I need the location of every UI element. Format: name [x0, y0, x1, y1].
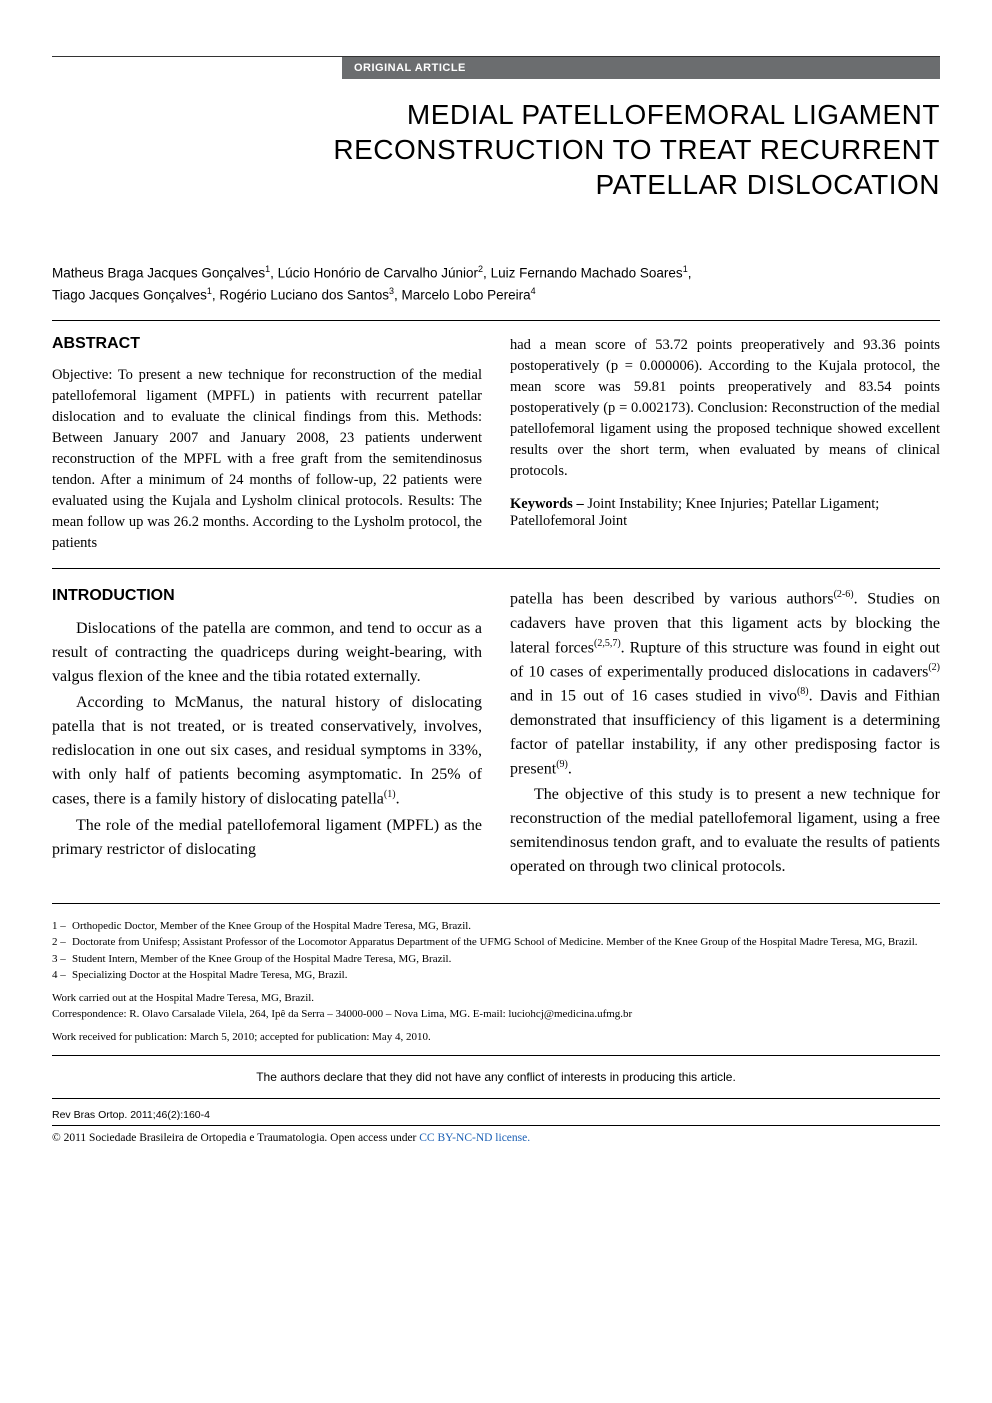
work-received: Work received for publication: March 5, … — [52, 1029, 940, 1046]
ref-2: (2) — [928, 662, 940, 673]
article-title: MEDIAL PATELLOFEMORAL LIGAMENT RECONSTRU… — [52, 97, 940, 202]
divider — [52, 1125, 940, 1126]
title-line-3: PATELLAR DISLOCATION — [595, 169, 940, 200]
title-line-1: MEDIAL PATELLOFEMORAL LIGAMENT — [407, 99, 940, 130]
title-line-2: RECONSTRUCTION TO TREAT RECURRENT — [333, 134, 940, 165]
affiliations: 1 –Orthopedic Doctor, Member of the Knee… — [52, 918, 940, 984]
author-name: Lúcio Honório de Carvalho Júnior — [278, 266, 478, 281]
intro-col-right: patella has been described by various au… — [510, 587, 940, 881]
author-affil-sup: 1 — [265, 264, 270, 274]
author-name: Rogério Luciano dos Santos — [219, 288, 389, 303]
abstract-col-right: had a mean score of 53.72 points preoper… — [510, 335, 940, 554]
affiliation-num: 3 – — [52, 951, 72, 968]
author-affil-sup: 1 — [683, 264, 688, 274]
abstract-col-left: ABSTRACT Objective: To present a new tec… — [52, 335, 482, 554]
affiliation-text: Orthopedic Doctor, Member of the Knee Gr… — [72, 918, 471, 935]
ref-1: (1) — [384, 789, 396, 800]
author-name: Tiago Jacques Gonçalves — [52, 288, 207, 303]
author-affil-sup: 2 — [478, 264, 483, 274]
intro-heading: INTRODUCTION — [52, 587, 482, 605]
section-label-bar: ORIGINAL ARTICLE — [52, 56, 940, 79]
intro-text-left: Dislocations of the patella are common, … — [52, 617, 482, 861]
work-location: Work carried out at the Hospital Madre T… — [52, 990, 940, 1007]
license-text: © 2011 Sociedade Brasileira de Ortopedia… — [52, 1132, 419, 1144]
intro-para-1: Dislocations of the patella are common, … — [52, 617, 482, 689]
affiliation-item: 1 –Orthopedic Doctor, Member of the Knee… — [52, 918, 940, 935]
divider — [52, 1098, 940, 1099]
authors-line-1: Matheus Braga Jacques Gonçalves1, Lúcio … — [52, 262, 940, 284]
author-affil-sup: 1 — [207, 286, 212, 296]
affiliation-item: 3 –Student Intern, Member of the Knee Gr… — [52, 951, 940, 968]
intro-para-2: According to McManus, the natural histor… — [52, 691, 482, 811]
affiliation-num: 2 – — [52, 934, 72, 951]
correspondence: Correspondence: R. Olavo Carsalade Vilel… — [52, 1006, 940, 1023]
divider — [52, 320, 940, 321]
intro-para-5: The objective of this study is to presen… — [510, 783, 940, 879]
intro-col-left: INTRODUCTION Dislocations of the patella… — [52, 587, 482, 881]
affiliation-text: Specializing Doctor at the Hospital Madr… — [72, 967, 347, 984]
author-name: Marcelo Lobo Pereira — [402, 288, 531, 303]
divider — [52, 1055, 940, 1056]
affiliation-text: Student Intern, Member of the Knee Group… — [72, 951, 451, 968]
section-label: ORIGINAL ARTICLE — [342, 57, 940, 79]
intro-text-right: patella has been described by various au… — [510, 587, 940, 879]
authors-line-2: Tiago Jacques Gonçalves1, Rogério Lucian… — [52, 284, 940, 306]
license-link[interactable]: CC BY-NC-ND license. — [419, 1132, 530, 1144]
divider — [52, 568, 940, 569]
work-info: Work carried out at the Hospital Madre T… — [52, 990, 940, 1046]
author-name: Luiz Fernando Machado Soares — [491, 266, 683, 281]
abstract-columns: ABSTRACT Objective: To present a new tec… — [52, 335, 940, 554]
conflict-statement: The authors declare that they did not ha… — [52, 1066, 940, 1088]
affiliation-text: Doctorate from Unifesp; Assistant Profes… — [72, 934, 918, 951]
intro-para-4: patella has been described by various au… — [510, 587, 940, 781]
ref-257: (2,5,7) — [594, 638, 621, 649]
abstract-text-left: Objective: To present a new technique fo… — [52, 365, 482, 554]
section-label-spacer — [52, 57, 342, 79]
abstract-heading: ABSTRACT — [52, 335, 482, 353]
license: © 2011 Sociedade Brasileira de Ortopedia… — [52, 1132, 940, 1144]
affiliation-item: 2 –Doctorate from Unifesp; Assistant Pro… — [52, 934, 940, 951]
divider — [52, 903, 940, 904]
keywords: Keywords – Joint Instability; Knee Injur… — [510, 496, 940, 530]
intro-columns: INTRODUCTION Dislocations of the patella… — [52, 587, 940, 881]
ref-2-6: (2-6) — [834, 589, 854, 600]
authors-block: Matheus Braga Jacques Gonçalves1, Lúcio … — [52, 262, 940, 306]
author-affil-sup: 4 — [531, 286, 536, 296]
affiliation-num: 1 – — [52, 918, 72, 935]
ref-8: (8) — [797, 686, 809, 697]
author-name: Matheus Braga Jacques Gonçalves — [52, 266, 265, 281]
ref-9: (9) — [556, 759, 568, 770]
affiliation-num: 4 – — [52, 967, 72, 984]
abstract-text-right: had a mean score of 53.72 points preoper… — [510, 335, 940, 482]
keywords-label: Keywords – — [510, 496, 584, 512]
affiliation-item: 4 –Specializing Doctor at the Hospital M… — [52, 967, 940, 984]
intro-para-3: The role of the medial patellofemoral li… — [52, 814, 482, 862]
citation: Rev Bras Ortop. 2011;46(2):160-4 — [52, 1109, 940, 1121]
author-affil-sup: 3 — [389, 286, 394, 296]
